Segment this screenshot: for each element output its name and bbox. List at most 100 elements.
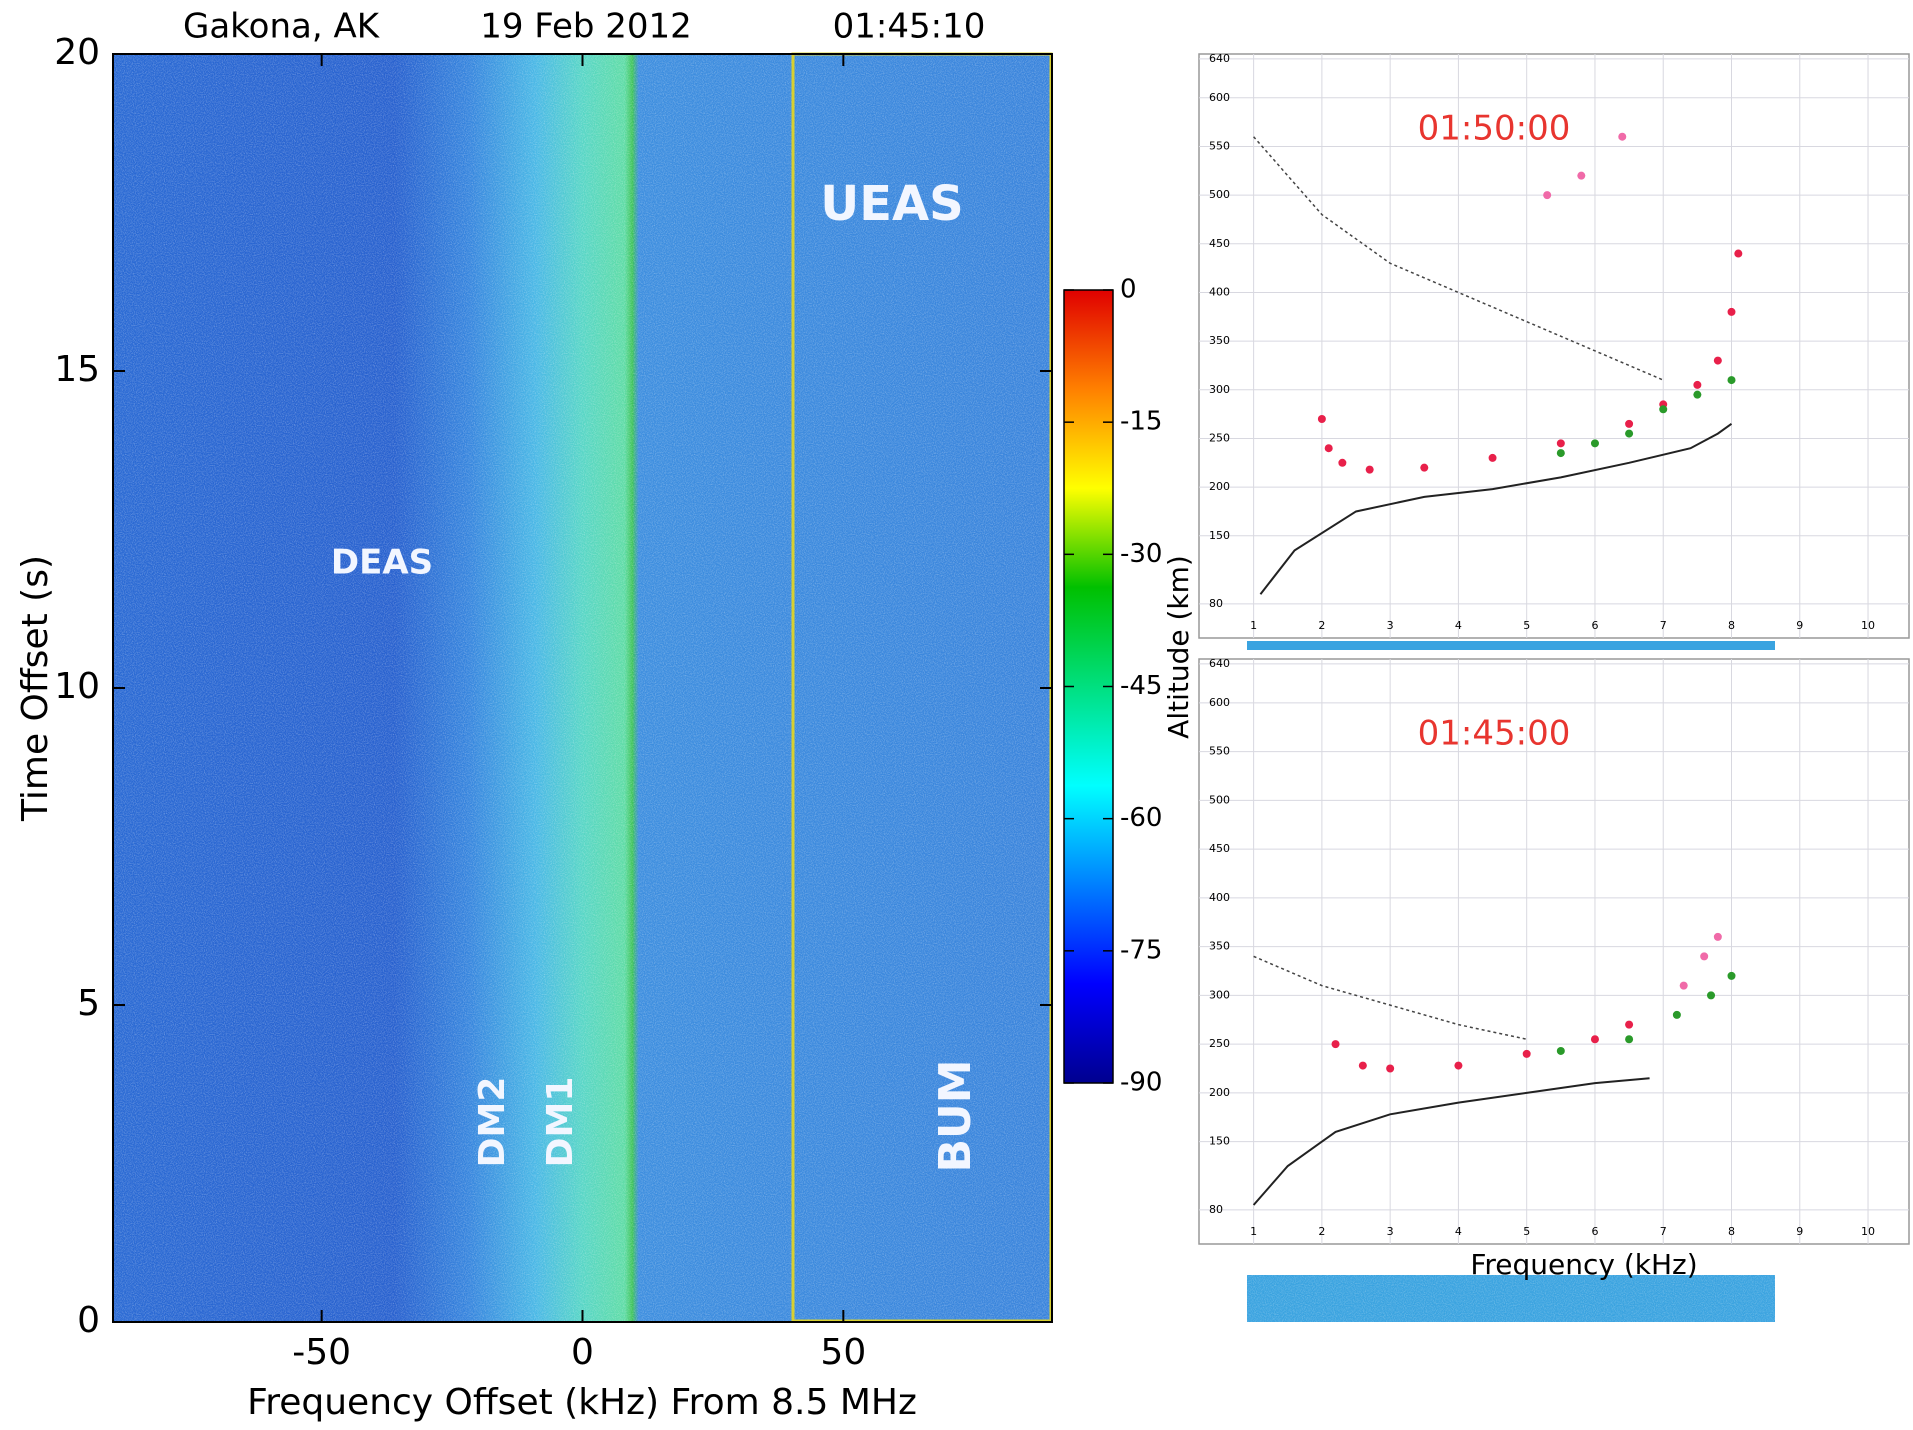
y-tick-label: 250 [1209,1037,1230,1050]
y-tick-label: 150 [1209,529,1230,542]
data-point [1625,1035,1634,1044]
data-point [1338,458,1347,467]
data-point [1324,444,1333,453]
data-point [1713,932,1722,941]
data-point [1625,419,1634,428]
data-point [1331,1040,1340,1049]
y-tick-label: 300 [1209,383,1230,396]
x-tick-label: 7 [1660,619,1667,632]
panel-title: 01:50:00 [1418,108,1571,148]
colorbar-tick-label: 0 [1120,275,1137,305]
chart-title: Gakona, AK [183,7,381,47]
y-tick-label: 200 [1209,480,1230,493]
data-point [1625,1020,1634,1029]
colorbar-tick-label: -60 [1120,803,1162,833]
y-tick-label: 5 [77,983,100,1024]
y-tick-label: 600 [1209,91,1230,104]
colorbar-tick-label: -75 [1120,935,1162,965]
data-point [1522,1049,1531,1058]
colorbar-tick-label: -45 [1120,671,1162,701]
data-point [1734,249,1743,258]
x-tick-label: 2 [1318,619,1325,632]
colorbar-tick-label: -30 [1120,539,1162,569]
x-tick-label: 10 [1861,1225,1875,1238]
x-tick-label: -50 [292,1332,351,1373]
x-tick-label: 6 [1591,1225,1598,1238]
x-tick-label: 10 [1861,619,1875,632]
trace-line [1252,1077,1650,1206]
data-point [1556,1046,1565,1055]
colorbar-tick-label: -15 [1120,407,1162,437]
y-axis-label: Time Offset (s) [15,555,56,822]
data-point [1672,1010,1681,1019]
x-tick-label: 8 [1728,619,1735,632]
data-point [1556,439,1565,448]
x-tick-label: 1 [1250,1225,1257,1238]
annotation: BUM [930,1059,981,1172]
x-tick-label: 5 [1523,1225,1530,1238]
y-tick-label: 400 [1209,891,1230,904]
y-axis-label: Altitude (km) [1162,555,1195,739]
data-point [1679,981,1688,990]
data-point [1659,405,1668,414]
y-tick-label: 450 [1209,842,1230,855]
y-tick-label: 300 [1209,988,1230,1001]
data-point [1625,429,1634,438]
panel-title: 01:45:00 [1418,714,1571,754]
chart-title: 01:45:10 [833,7,986,47]
y-tick-label: 500 [1209,188,1230,201]
data-point [1386,1064,1395,1073]
data-point [1713,356,1722,365]
annotation: DEAS [331,543,433,583]
x-tick-label: 2 [1318,1225,1325,1238]
y-tick-label: 150 [1209,1135,1230,1148]
y-tick-label: 600 [1209,696,1230,709]
trace-line [1253,955,1527,1040]
y-tick-label: 550 [1209,745,1230,758]
y-tick-label: 640 [1209,657,1230,670]
x-axis-label: Frequency (kHz) [1470,1248,1697,1281]
data-point [1488,453,1497,462]
data-point [1727,307,1736,316]
y-tick-label: 640 [1209,52,1230,65]
y-tick-label: 200 [1209,1086,1230,1099]
x-tick-label: 0 [571,1332,594,1373]
annotation: UEAS [820,176,963,232]
x-tick-label: 5 [1523,619,1530,632]
data-point [1577,171,1586,180]
x-tick-label: 3 [1387,1225,1394,1238]
x-tick-label: 6 [1591,619,1598,632]
x-tick-label: 9 [1796,1225,1803,1238]
y-tick-label: 0 [77,1300,100,1341]
data-point [1590,1035,1599,1044]
data-point [1556,449,1565,458]
data-point [1693,380,1702,389]
x-axis-label: Frequency Offset (kHz) From 8.5 MHz [247,1382,917,1423]
spectrogram-noise [113,54,1052,1322]
data-point [1700,952,1709,961]
x-tick-label: 8 [1728,1225,1735,1238]
data-point [1454,1061,1463,1070]
x-tick-label: 9 [1796,619,1803,632]
y-tick-label: 10 [54,666,100,707]
data-point [1420,463,1429,472]
x-tick-label: 4 [1455,1225,1462,1238]
data-point [1543,191,1552,200]
data-point [1358,1061,1367,1070]
strip-noise [1247,1275,1775,1322]
data-point [1727,376,1736,385]
data-point [1707,991,1716,1000]
x-tick-label: 7 [1660,1225,1667,1238]
y-tick-label: 20 [54,32,100,73]
y-tick-label: 550 [1209,139,1230,152]
annotation: DM2 [472,1077,513,1168]
y-tick-label: 15 [54,349,100,390]
trace-line [1253,136,1664,381]
y-tick-label: 80 [1209,597,1223,610]
y-tick-label: 250 [1209,431,1230,444]
data-point [1727,971,1736,980]
x-tick-label: 1 [1250,619,1257,632]
plot-frame [1198,53,1910,639]
data-point [1365,465,1374,474]
